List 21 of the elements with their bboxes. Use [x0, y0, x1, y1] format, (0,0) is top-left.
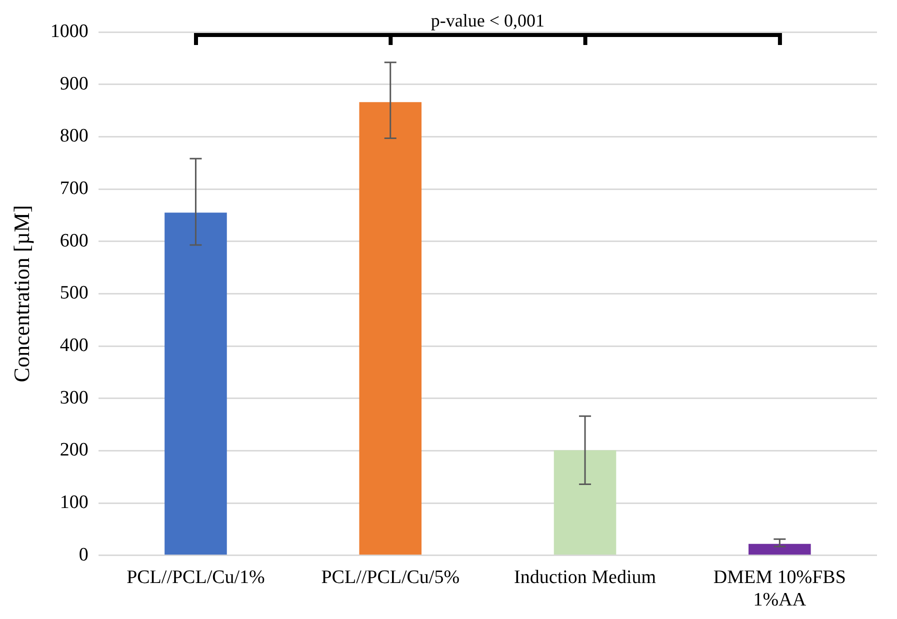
x-tick-label: Induction Medium [514, 566, 656, 588]
bar [359, 102, 422, 555]
y-tick-label: 700 [60, 178, 88, 200]
y-axis-title: Concentration [µM] [8, 205, 34, 382]
bar [164, 212, 227, 555]
y-tick-label: 500 [60, 282, 88, 304]
y-tick-label: 1000 [50, 20, 88, 42]
x-tick-label: PCL//PCL/Cu/5% [321, 566, 460, 588]
text: p-value < 0,001 [430, 10, 545, 31]
x-tick-label: DMEM 10%FBS 1%AA [713, 566, 846, 611]
y-tick-label: 100 [60, 492, 88, 514]
y-tick-label: 900 [60, 73, 88, 94]
x-tick-label: PCL//PCL/Cu/1% [126, 566, 266, 588]
y-tick-label: 200 [60, 440, 88, 461]
y-tick-label: 300 [60, 387, 88, 408]
y-tick-label: 0 [78, 544, 88, 566]
bar [748, 544, 811, 555]
y-tick-label: 600 [60, 230, 88, 252]
y-tick-label: 400 [60, 335, 88, 356]
y-tick-label: 800 [60, 126, 88, 147]
bar [554, 450, 616, 555]
